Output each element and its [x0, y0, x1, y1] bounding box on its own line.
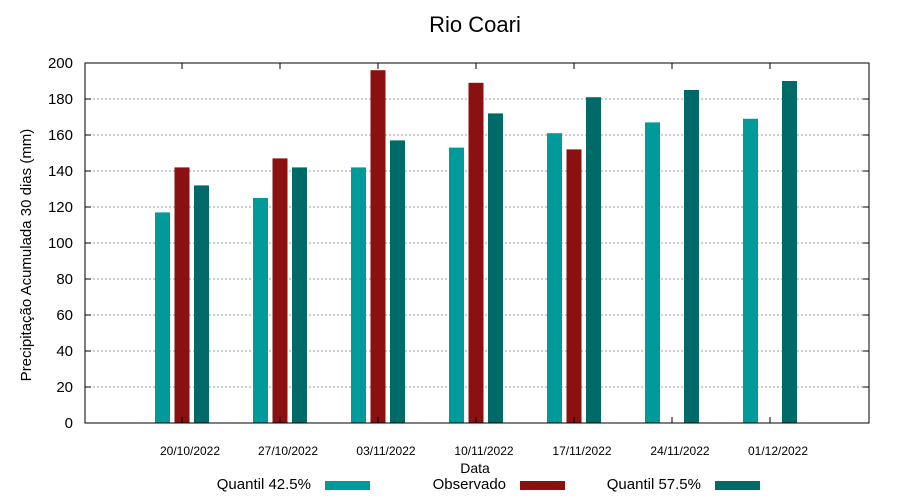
x-tick-label: 10/11/2022 [454, 444, 513, 458]
bar [155, 212, 170, 423]
y-tick-label: 0 [65, 415, 73, 432]
bar [370, 70, 386, 423]
y-tick-label: 160 [48, 127, 73, 144]
y-tick-label: 200 [48, 55, 73, 72]
y-axis-label: Precipitação Acumulada 30 dias (mm) [18, 129, 35, 382]
bar [488, 113, 503, 424]
legend-swatch [325, 481, 370, 490]
bar [468, 82, 484, 424]
x-tick-label: 01/12/2022 [748, 444, 808, 458]
legend-label: Quantil 42.5% [217, 476, 311, 493]
bar [566, 149, 582, 423]
bar [645, 122, 660, 424]
y-tick-label: 140 [48, 163, 73, 180]
bar [782, 81, 797, 423]
bar [194, 185, 209, 423]
bar [586, 97, 601, 423]
bar [351, 167, 366, 423]
chart-title: Rio Coari [429, 12, 521, 37]
x-tick-label: 03/11/2022 [356, 444, 415, 458]
x-axis-label: Data [460, 460, 490, 476]
bar [253, 198, 268, 423]
bar [174, 167, 190, 423]
y-axis: 0 20 40 60 80 100 120 140 160 180 200 [48, 55, 869, 432]
legend-label: Observado [433, 476, 506, 493]
x-tick-label: 24/11/2022 [650, 444, 709, 458]
bars [155, 70, 797, 424]
bar [684, 90, 699, 423]
x-tick-label: 17/11/2022 [552, 444, 611, 458]
x-tick-label: 27/10/2022 [258, 444, 318, 458]
bar [743, 118, 758, 424]
y-tick-label: 180 [48, 91, 73, 108]
legend-label: Quantil 57.5% [607, 476, 701, 493]
y-tick-label: 80 [56, 271, 73, 288]
y-tick-label: 40 [56, 343, 73, 360]
bar [390, 140, 405, 423]
x-tick-label: 20/10/2022 [160, 444, 220, 458]
legend: Quantil 42.5% Observado Quantil 57.5% [217, 476, 760, 493]
legend-swatch [520, 481, 565, 490]
y-tick-label: 120 [48, 199, 73, 216]
bar [449, 147, 464, 423]
y-tick-label: 60 [56, 307, 73, 324]
bar [547, 133, 562, 423]
bar [272, 158, 288, 423]
y-tick-label: 100 [48, 235, 73, 252]
bar [292, 167, 307, 423]
x-axis: 20/10/2022 27/10/2022 03/11/2022 10/11/2022… [160, 63, 808, 458]
legend-swatch [715, 481, 760, 490]
y-tick-label: 20 [56, 379, 73, 396]
